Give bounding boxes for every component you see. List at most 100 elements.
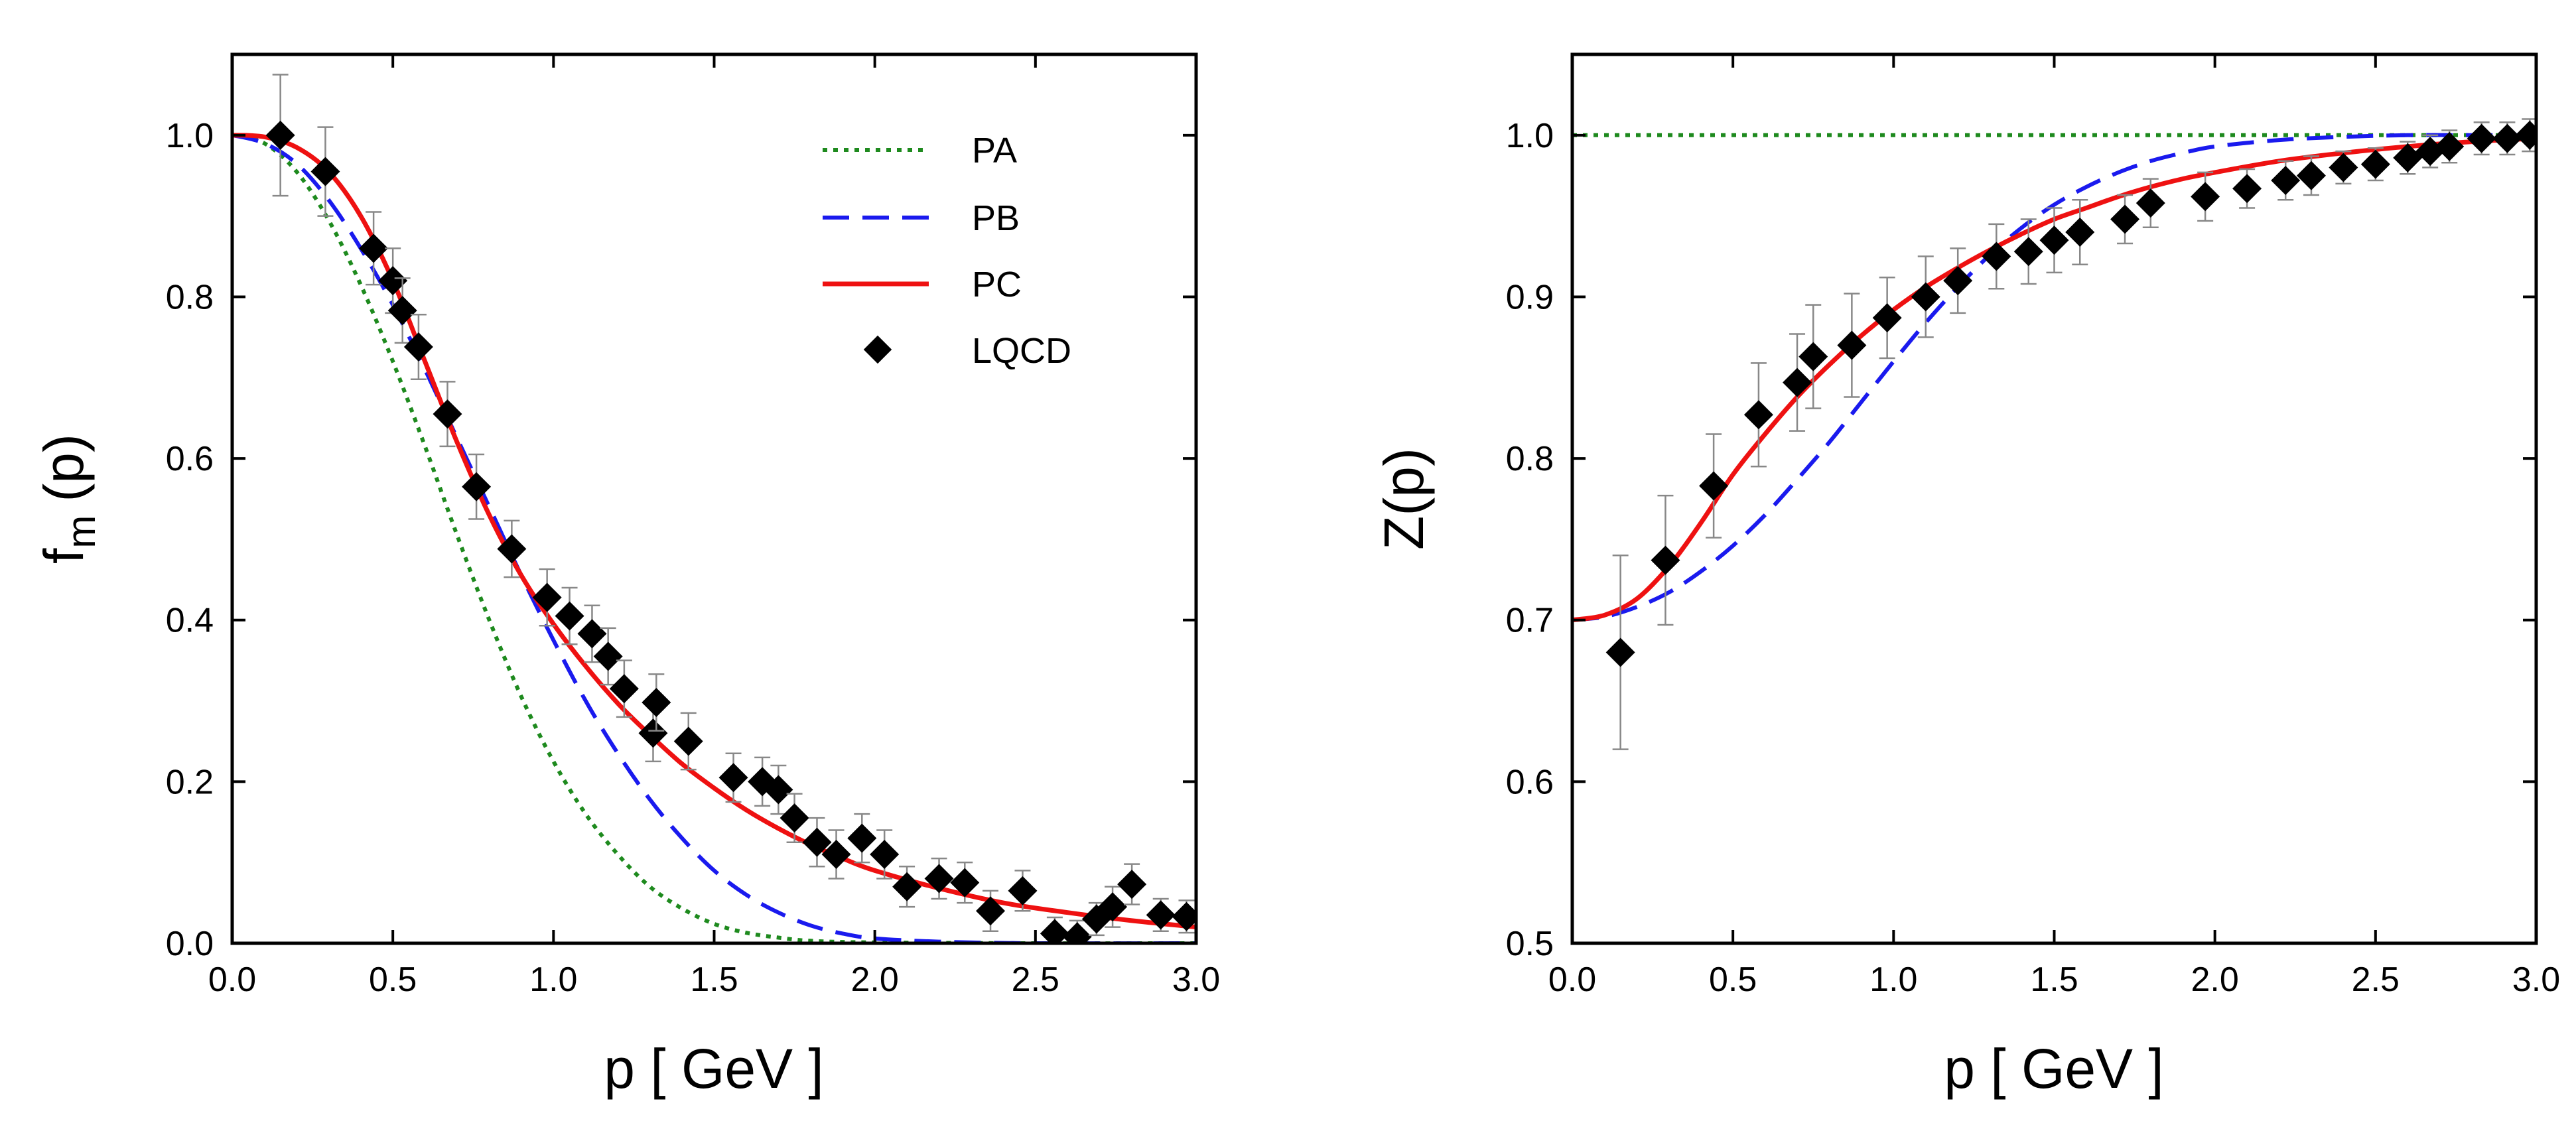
left-y-tick-label: 0.6	[166, 440, 214, 478]
right-plot-area	[1572, 118, 2536, 750]
left-lqcd-point	[403, 332, 433, 362]
left-y-tick-label: 0.4	[166, 602, 214, 640]
right-lqcd-point	[2271, 166, 2301, 196]
right-lqcd-point	[1605, 637, 1635, 667]
right-lqcd-point	[2232, 174, 2262, 204]
right-lqcd-point	[2191, 182, 2220, 212]
left-lqcd-point	[802, 827, 832, 857]
left-x-tick-label: 1.0	[529, 961, 577, 999]
left-x-tick-label: 0.0	[208, 961, 256, 999]
right-lqcd-point	[1872, 303, 1902, 333]
right-lqcd-point	[1783, 367, 1812, 397]
left-lqcd-point	[1172, 901, 1196, 931]
legend-pa-label: PA	[972, 131, 1017, 170]
right-lqcd-point	[2329, 153, 2358, 182]
left-lqcd-point	[593, 641, 623, 671]
right-lqcd-point	[1837, 330, 1867, 360]
right-lqcd-point	[2135, 188, 2165, 218]
right-pc-line	[1572, 136, 2536, 623]
left-lqcd-point	[387, 296, 417, 326]
right-x-tick-label: 1.0	[1869, 961, 1917, 999]
left-x-tick-label: 2.5	[1012, 961, 1059, 999]
left-x-tick-label: 0.5	[369, 961, 417, 999]
legend-lqcd-marker	[863, 335, 892, 364]
right-x-axis-title: p [ GeV ]	[1944, 1037, 2164, 1100]
right-lqcd-point	[2467, 123, 2496, 153]
left-y-tick-label: 0.0	[166, 925, 214, 963]
left-lqcd-point	[555, 601, 584, 631]
legend: PA PB PC LQCD	[823, 131, 1071, 371]
right-y-tick-label: 0.8	[1506, 440, 1554, 478]
left-lqcd-point	[1040, 919, 1069, 943]
left-pa-line	[232, 133, 1196, 943]
right-lqcd-point	[2039, 226, 2069, 255]
right-lqcd-point	[2065, 218, 2095, 247]
right-lqcd-point	[1943, 266, 1973, 296]
right-lqcd-point	[1982, 241, 2011, 271]
left-lqcd-point	[780, 803, 809, 833]
right-y-tick-label: 0.7	[1506, 602, 1554, 640]
left-lqcd-point	[847, 823, 877, 853]
right-lqcd-point	[2360, 149, 2390, 179]
right-x-tick-label: 2.0	[2191, 961, 2239, 999]
left-lqcd-point	[976, 896, 1006, 926]
left-lqcd-point	[821, 840, 851, 869]
right-lqcd-point	[2110, 204, 2140, 234]
left-panel: 0.0 0.5 1.0 1.5 2.0 2.5 3.00.00.20.40.60.81.0 …	[33, 52, 1220, 1100]
left-lqcd-point	[950, 868, 980, 897]
left-x-axis-title: p [ GeV ]	[604, 1037, 824, 1100]
left-y-tick-label: 0.8	[166, 278, 214, 316]
left-lqcd-point	[577, 619, 607, 649]
right-panel: 0.0 0.5 1.0 1.5 2.0 2.5 3.00.50.60.70.80.91.0 …	[1373, 52, 2560, 1100]
right-y-axis-title: Z(p)	[1373, 448, 1435, 550]
right-lqcd-point	[1911, 282, 1940, 312]
left-lqcd-point	[1117, 870, 1147, 899]
left-lqcd-point	[497, 534, 527, 564]
right-x-tick-label: 3.0	[2512, 961, 2560, 999]
left-plot-area	[232, 74, 1196, 943]
legend-pb-label: PB	[972, 198, 1020, 238]
left-lqcd-point	[378, 266, 408, 296]
left-lqcd-point	[462, 472, 492, 501]
right-y-tick-label: 1.0	[1506, 117, 1554, 155]
left-lqcd-point	[1008, 876, 1038, 905]
right-plot-content	[1572, 118, 2536, 750]
legend-lqcd-label: LQCD	[972, 331, 1071, 371]
right-y-tick-label: 0.5	[1506, 925, 1554, 963]
right-lqcd-point	[2296, 161, 2326, 190]
left-plot-content	[232, 74, 1196, 943]
left-plot-frame	[230, 52, 1198, 945]
left-lqcd-point	[638, 718, 668, 748]
right-ticks: 0.0 0.5 1.0 1.5 2.0 2.5 3.00.50.60.70.80.91.0	[1506, 54, 2560, 999]
left-lqcd-point	[359, 233, 389, 263]
right-x-tick-label: 0.0	[1548, 961, 1596, 999]
left-lqcd-point	[870, 840, 900, 869]
left-lqcd-point	[1098, 892, 1128, 922]
left-y-tick-label: 0.2	[166, 763, 214, 801]
left-x-tick-label: 3.0	[1172, 961, 1220, 999]
right-lqcd-point	[2435, 131, 2465, 161]
left-lqcd-point	[673, 726, 703, 756]
left-lqcd-point	[642, 687, 671, 717]
left-lqcd-point	[924, 864, 954, 894]
left-lqcd-point	[1062, 922, 1092, 943]
right-lqcd-point	[2393, 143, 2423, 172]
right-x-tick-label: 0.5	[1709, 961, 1757, 999]
left-lqcd-point	[764, 775, 793, 805]
left-lqcd-point	[1146, 900, 1176, 930]
left-y-axis-title: fm(p)	[33, 434, 103, 564]
right-lqcd-point	[1743, 400, 1773, 430]
right-x-tick-label: 1.5	[2030, 961, 2078, 999]
left-x-tick-label: 1.5	[690, 961, 738, 999]
left-x-tick-label: 2.0	[851, 961, 899, 999]
right-y-tick-label: 0.6	[1506, 763, 1554, 801]
left-lqcd-point	[718, 763, 748, 793]
left-lqcd-point	[310, 157, 340, 186]
right-y-tick-label: 0.9	[1506, 278, 1554, 316]
left-y-tick-label: 1.0	[166, 117, 214, 155]
left-lqcd-point	[609, 674, 639, 704]
right-lqcd-point	[2013, 237, 2043, 267]
left-lqcd-point	[532, 582, 562, 612]
left-lqcd-point	[892, 872, 922, 901]
right-lqcd-point	[2492, 123, 2522, 153]
